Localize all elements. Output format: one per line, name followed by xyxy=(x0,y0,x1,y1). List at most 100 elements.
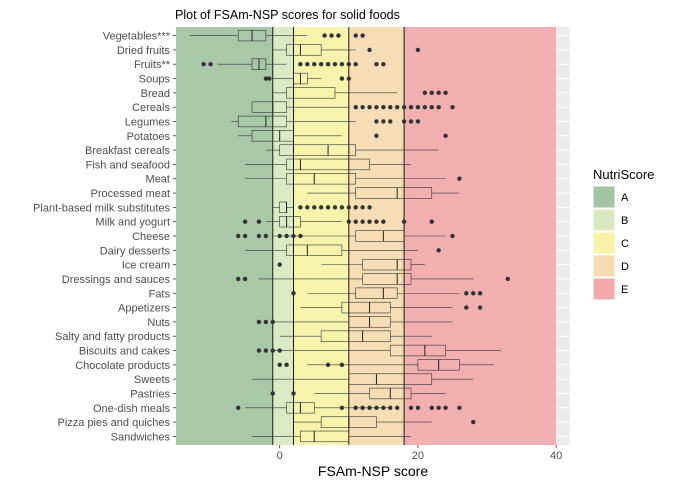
y-tick-label: Meat xyxy=(146,174,170,186)
outlier-point xyxy=(408,405,414,410)
y-tick-label: Cheese xyxy=(132,231,170,243)
outlier-point xyxy=(346,205,352,210)
outlier-point xyxy=(270,391,275,396)
outlier-point xyxy=(401,119,407,124)
y-tick-label: Vegetables*** xyxy=(103,31,171,43)
y-tick-label: Chocolate products xyxy=(75,360,170,372)
box xyxy=(279,144,357,156)
outlier-point xyxy=(415,47,421,53)
boxplot xyxy=(307,187,460,199)
outlier-point xyxy=(388,405,393,410)
outlier-point xyxy=(360,33,365,38)
box xyxy=(237,115,287,128)
outlier-point xyxy=(242,219,248,224)
y-tick-label: Cereals xyxy=(132,102,170,114)
outlier-point xyxy=(443,90,448,96)
outlier-point xyxy=(353,33,358,38)
boxplot xyxy=(279,330,432,342)
y-tick-label: Sandwiches xyxy=(111,431,171,443)
outlier-point xyxy=(464,305,469,310)
outlier-point xyxy=(256,233,262,239)
outlier-point xyxy=(339,76,345,81)
outlier-point xyxy=(367,47,372,53)
outlier-point xyxy=(284,362,289,368)
outlier-point xyxy=(394,104,400,110)
outlier-point xyxy=(236,276,241,282)
outlier-point xyxy=(267,76,272,81)
boxplot xyxy=(236,402,462,414)
outlier-point xyxy=(408,104,414,110)
boxplot xyxy=(231,115,421,128)
outlier-point xyxy=(284,233,289,239)
outlier-point xyxy=(374,133,379,138)
outlier-point xyxy=(298,233,303,239)
outlier-point xyxy=(291,233,296,239)
y-tick-label: Plant-based milk substitutes xyxy=(33,202,170,214)
outlier-point xyxy=(312,205,317,210)
boxplot xyxy=(242,216,434,228)
outlier-point xyxy=(277,233,282,239)
outlier-point xyxy=(298,62,303,67)
boxplot xyxy=(245,158,412,171)
outlier-point xyxy=(291,391,296,396)
outlier-point xyxy=(360,205,365,210)
outlier-point xyxy=(450,104,455,110)
y-tick-label: Dairy desserts xyxy=(100,245,171,257)
boxplot xyxy=(265,144,439,156)
outlier-point xyxy=(291,291,296,296)
box xyxy=(362,273,412,285)
box xyxy=(355,287,398,299)
boxplot xyxy=(251,101,455,113)
boxplot xyxy=(238,130,448,142)
outlier-point xyxy=(450,233,455,239)
outlier-point xyxy=(374,219,379,224)
y-tick-label: Milk and yogurt xyxy=(95,217,170,229)
outlier-point xyxy=(353,219,358,224)
box xyxy=(362,258,412,271)
outlier-point xyxy=(367,405,372,410)
outlier-point xyxy=(263,348,269,353)
outlier-point xyxy=(429,104,434,110)
legend-label: D xyxy=(621,261,629,273)
outlier-point xyxy=(401,219,407,224)
outlier-point xyxy=(443,405,448,410)
y-tick-label: Fruits** xyxy=(134,59,171,71)
y-tick-label: Dressings and sauces xyxy=(62,274,171,286)
outlier-point xyxy=(329,33,334,38)
outlier-point xyxy=(429,219,434,224)
legend-key-a xyxy=(592,185,616,209)
outlier-point xyxy=(381,405,386,410)
outlier-point xyxy=(298,205,303,210)
outlier-point xyxy=(381,62,386,67)
legend-key-b xyxy=(592,208,616,232)
outlier-point xyxy=(325,205,331,210)
boxplot xyxy=(300,301,483,314)
outlier-point xyxy=(325,362,331,368)
boxplot xyxy=(291,287,483,299)
outlier-point xyxy=(201,62,206,67)
outlier-point xyxy=(505,276,510,282)
boxplot xyxy=(277,359,494,371)
outlier-point xyxy=(353,405,358,410)
boxplot xyxy=(189,29,365,42)
y-tick-label: Fats xyxy=(149,288,171,300)
legend-label: C xyxy=(621,238,629,250)
box xyxy=(355,187,433,199)
outlier-point xyxy=(263,233,269,239)
outlier-point xyxy=(436,104,441,110)
y-tick-label: Legumes xyxy=(125,116,171,128)
boxplot xyxy=(272,201,372,214)
outlier-point xyxy=(471,419,476,425)
y-tick-label: Soups xyxy=(139,74,171,86)
y-tick-label: Ice cream xyxy=(122,260,170,272)
outlier-point xyxy=(443,133,448,138)
outlier-point xyxy=(381,104,386,110)
outlier-point xyxy=(346,76,352,81)
boxplot xyxy=(256,316,453,328)
y-tick-label: Nuts xyxy=(147,317,170,329)
boxplot xyxy=(236,273,510,285)
boxplot xyxy=(236,230,455,242)
outlier-point xyxy=(436,90,441,96)
